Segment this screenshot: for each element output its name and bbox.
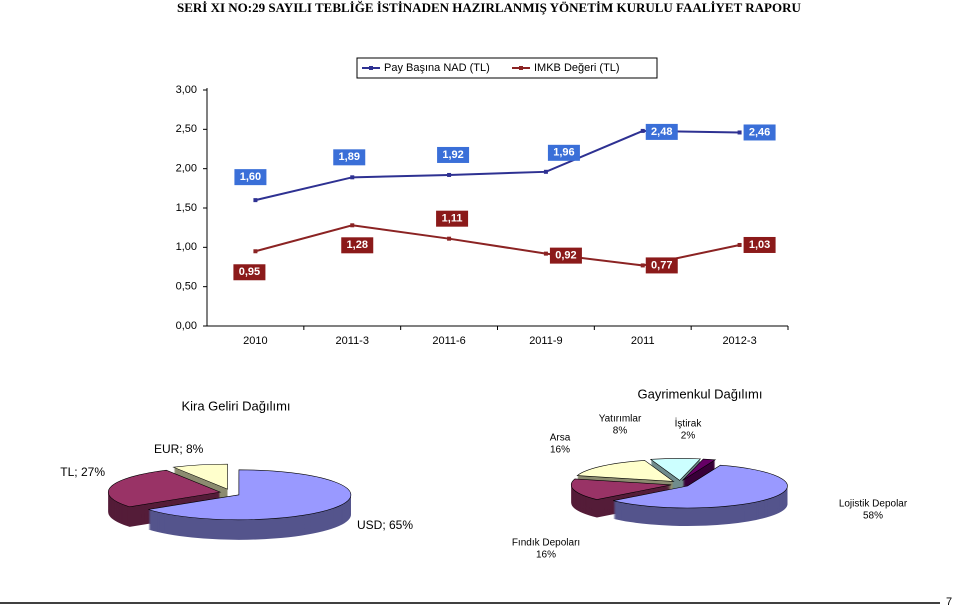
value-label: 2,46 — [749, 126, 770, 138]
pie-slice — [576, 460, 675, 482]
x-tick-label: 2011-6 — [432, 335, 465, 347]
point-marker — [640, 263, 645, 268]
point-marker — [253, 249, 258, 254]
pie-slice — [107, 469, 222, 508]
y-tick-label: 3,00 — [176, 84, 197, 96]
slice-side — [682, 465, 716, 487]
header-title: SERİ XI NO:29 SAYILI TEBLİĞE İSTİNADEN H… — [177, 0, 801, 15]
slice-value: 16% — [550, 445, 570, 456]
value-label-box — [549, 247, 582, 264]
y-tick-label: 0,00 — [176, 320, 197, 332]
point-marker — [543, 251, 548, 256]
x-tick-label: 2011 — [631, 335, 655, 347]
slice-label: İştirak — [675, 417, 703, 430]
slice-label: Fındık Depoları — [512, 538, 580, 549]
legend-box — [356, 57, 658, 79]
point-marker — [447, 172, 452, 177]
value-label: 1,28 — [347, 239, 368, 251]
pie-slice — [172, 463, 228, 490]
value-label: 1,60 — [240, 171, 261, 183]
legend-label: IMKB Değeri (TL) — [534, 62, 620, 74]
value-label-box — [234, 169, 267, 186]
chart-title: Kira Geliri Dağılımı — [181, 398, 290, 413]
pie-slice — [148, 469, 352, 521]
value-label: 1,11 — [442, 213, 463, 225]
page-number: 7 — [946, 596, 952, 608]
value-label-box — [743, 124, 776, 141]
pie-slice — [613, 464, 788, 509]
x-tick-label: 2011-3 — [336, 335, 369, 347]
slice-label: Arsa — [550, 433, 571, 444]
point-marker — [253, 198, 258, 203]
value-label: 1,03 — [749, 239, 770, 251]
slice-side — [682, 466, 716, 488]
point-marker — [640, 128, 645, 133]
slice-label: EUR; 8% — [154, 442, 204, 456]
value-label-box — [341, 237, 374, 254]
slice-side — [682, 467, 716, 489]
point-marker — [350, 175, 355, 180]
pie-slice — [682, 458, 717, 481]
x-tick-label: 2012-3 — [722, 335, 756, 347]
value-label-box — [333, 149, 366, 166]
point-marker — [447, 236, 452, 241]
pie-slice — [649, 458, 702, 481]
legend-marker — [519, 66, 523, 70]
value-label-box — [437, 146, 470, 163]
value-label: 0,95 — [239, 266, 260, 278]
value-label-box — [645, 257, 678, 274]
x-tick-label: 2010 — [243, 335, 267, 347]
chart-title: Gayrimenkul Dağılımı — [638, 386, 763, 401]
value-label: 0,77 — [651, 259, 672, 271]
value-label-box — [436, 210, 469, 227]
value-label: 1,89 — [339, 151, 360, 163]
value-label: 0,92 — [555, 250, 576, 262]
point-marker — [350, 223, 355, 228]
x-tick-label: 2011-9 — [529, 335, 562, 347]
slice-value: 58% — [863, 511, 883, 522]
slice-side — [682, 464, 716, 486]
value-label-box — [233, 264, 266, 281]
slice-label: Lojistik Depolar — [839, 499, 908, 510]
slice-side — [682, 460, 716, 482]
slice-value: 16% — [536, 550, 556, 561]
slice-label: Yatırımlar — [599, 414, 642, 425]
slice-label: USD; 65% — [357, 518, 413, 532]
slice-side — [682, 462, 716, 484]
series-line — [255, 129, 740, 202]
point-marker — [737, 130, 742, 135]
legend-label: Pay Başına NAD (TL) — [384, 62, 490, 74]
slice-value: 8% — [613, 426, 628, 437]
y-tick-label: 1,50 — [176, 202, 197, 214]
y-tick-label: 2,50 — [176, 123, 197, 135]
slice-side — [682, 461, 716, 483]
value-label: 2,48 — [651, 126, 672, 138]
point-marker — [737, 242, 742, 247]
y-tick-label: 1,00 — [176, 241, 197, 253]
pie-slice — [571, 478, 672, 500]
value-label: 1,96 — [553, 147, 574, 159]
y-tick-label: 2,00 — [176, 163, 197, 175]
slice-side — [682, 463, 716, 485]
point-marker — [543, 169, 548, 174]
slice-label: TL; 27% — [60, 465, 105, 479]
slice-value: 2% — [681, 431, 696, 442]
value-label-box — [743, 236, 776, 253]
legend-marker — [369, 66, 373, 70]
value-label-box — [547, 144, 580, 161]
value-label-box — [645, 123, 678, 140]
y-tick-label: 0,50 — [176, 281, 197, 293]
value-label: 1,92 — [442, 149, 463, 161]
